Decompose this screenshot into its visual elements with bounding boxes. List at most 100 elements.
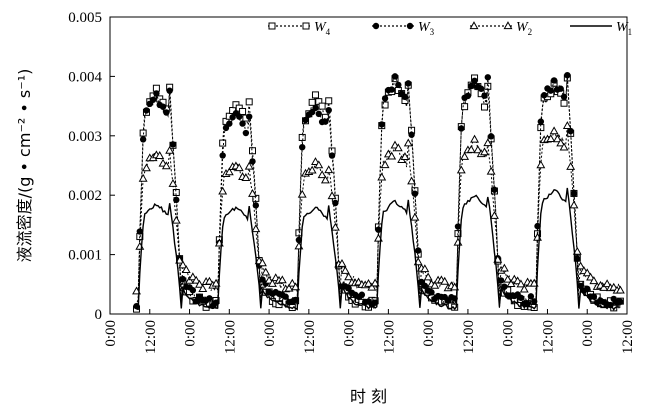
data-point (480, 103, 488, 111)
data-point (481, 92, 488, 99)
data-point (149, 96, 157, 103)
data-point (564, 71, 571, 79)
legend-item-w4: W4 (268, 20, 331, 37)
data-point (460, 151, 470, 160)
data-point (139, 136, 147, 143)
data-point (582, 268, 592, 277)
data-point (421, 282, 429, 290)
x-tick-label: 12:00 (540, 320, 556, 354)
data-point (461, 103, 469, 111)
data-point (381, 95, 389, 102)
data-point (499, 263, 509, 272)
data-point (466, 144, 476, 153)
data-point (519, 284, 529, 293)
data-point (454, 223, 462, 230)
data-point (415, 247, 422, 254)
data-point (570, 190, 578, 197)
data-point (411, 190, 419, 197)
data-point (549, 126, 559, 135)
y-tick-label: 0.001 (68, 248, 102, 264)
data-point (393, 143, 403, 152)
data-point (489, 210, 499, 219)
x-tick-label: 12:00 (620, 320, 636, 354)
data-point (307, 165, 317, 174)
data-point (407, 176, 417, 185)
series-layer (132, 71, 625, 313)
data-point (537, 118, 545, 125)
data-point (245, 113, 253, 120)
data-point (171, 215, 181, 224)
data-point (428, 289, 435, 296)
y-axis-title: 液流密度/(g • cm⁻² • s⁻¹) (15, 69, 34, 263)
data-point (327, 191, 337, 200)
data-point (195, 279, 204, 288)
data-point (471, 77, 478, 85)
data-point (464, 92, 472, 100)
data-point (529, 278, 539, 287)
data-point (562, 121, 572, 130)
data-point (395, 81, 402, 89)
data-point (516, 279, 526, 288)
data-point (302, 116, 309, 124)
data-point (249, 158, 256, 165)
x-tick-label: 0:00 (262, 320, 278, 347)
legend-label: W2 (516, 20, 532, 37)
data-point (261, 267, 271, 276)
data-point (328, 152, 336, 159)
data-point (358, 291, 366, 298)
y-tick-label: 0.005 (68, 10, 102, 26)
legend-label: W3 (418, 20, 435, 37)
data-point (378, 121, 385, 128)
data-point (312, 104, 319, 112)
x-tick-label: 0:00 (342, 320, 358, 347)
data-point (367, 282, 377, 291)
data-point (536, 160, 546, 169)
data-point (297, 189, 307, 198)
data-point (584, 285, 591, 293)
data-point (468, 82, 475, 90)
data-point (241, 173, 251, 181)
data-point (219, 139, 227, 147)
data-point (169, 141, 177, 148)
data-point (590, 293, 598, 300)
data-point (486, 166, 496, 175)
data-point (287, 278, 297, 287)
data-point (483, 138, 493, 147)
data-point (556, 138, 566, 147)
data-point (534, 222, 541, 230)
data-point (572, 246, 582, 255)
data-point (159, 103, 167, 110)
data-point (284, 283, 294, 292)
data-point (239, 120, 246, 127)
data-point (198, 284, 208, 292)
data-point (420, 264, 430, 273)
data-point (161, 161, 171, 170)
x-tick-label: 12:00 (143, 320, 159, 354)
data-point (298, 133, 306, 141)
data-point (311, 91, 319, 99)
legend-item-w1: W1 (570, 20, 632, 37)
data-point (277, 275, 287, 284)
x-tick-label: 0:00 (421, 320, 437, 347)
data-point (244, 161, 254, 170)
x-tick-label: 12:00 (302, 320, 318, 354)
y-tick-label: 0.004 (68, 69, 102, 85)
data-point (337, 258, 347, 267)
data-point (491, 186, 498, 193)
data-point (401, 93, 409, 101)
data-point (189, 287, 197, 294)
legend: W4 W3 W2 W1 (268, 20, 632, 37)
legend-marker (469, 21, 479, 30)
data-point (236, 113, 243, 120)
data-point (211, 278, 221, 287)
data-point (204, 276, 214, 285)
data-point (364, 278, 373, 287)
data-point (540, 92, 548, 99)
x-axis-title: 时 刻 (350, 387, 387, 406)
data-point (165, 145, 175, 154)
y-tick-label: 0.003 (68, 129, 102, 145)
data-point (576, 261, 586, 270)
data-point (599, 283, 609, 291)
data-point (377, 172, 387, 181)
